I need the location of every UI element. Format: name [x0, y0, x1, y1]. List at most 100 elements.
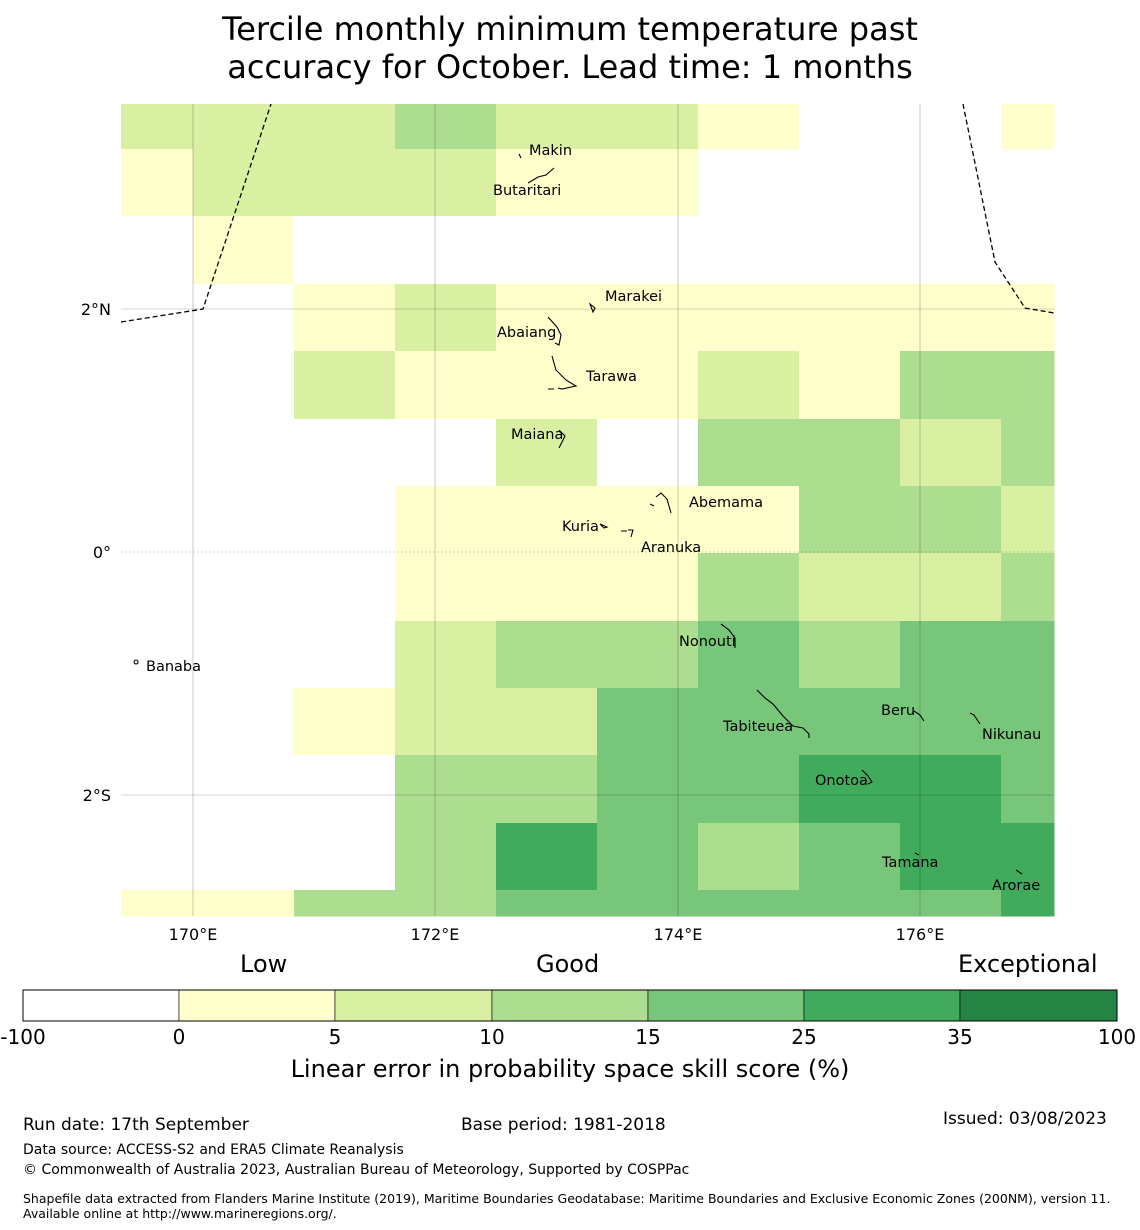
grid-cell-r11-c3 [395, 823, 497, 891]
grid-cell-r4-c3 [395, 351, 497, 420]
island-shape-makin [518, 153, 522, 159]
grid-cell-r4-c8 [900, 351, 1002, 420]
grid-cell-r9-c3 [395, 688, 497, 756]
eez-boundaries [120, 103, 1055, 323]
grid-cell-r10-c7 [799, 755, 901, 824]
grid-cell-r6-c8 [900, 486, 1002, 554]
grid-cell-r10-c0 [121, 755, 194, 824]
grid-cell-r0-c1 [193, 104, 295, 150]
grid-cell-r9-c0 [121, 688, 194, 756]
colorbar-tick-label: 100 [1098, 1025, 1136, 1049]
grid-cell-r3-c6 [698, 284, 800, 352]
grid-cell-r6-c5 [597, 486, 699, 554]
grid-cell-r10-c5 [597, 755, 699, 824]
grid-cell-r0-c9 [1001, 104, 1055, 150]
grid-cell-r5-c1 [193, 419, 295, 487]
grid-cell-r7-c3 [395, 553, 497, 622]
island-label-tamana: Tamana [881, 855, 938, 871]
grid-cell-r1-c4 [496, 149, 598, 217]
grid-cell-r0-c5 [597, 104, 699, 150]
grid-cell-r9-c7 [799, 688, 901, 756]
colorbar-tick-label: 10 [479, 1025, 504, 1049]
grid-cell-r12-c7 [799, 890, 901, 917]
island-shape-banaba [133, 659, 139, 665]
grid-cell-r1-c9 [1001, 149, 1055, 217]
grid-cell-r1-c5 [597, 149, 699, 217]
grid-cell-r11-c1 [193, 823, 295, 891]
grid-cell-r5-c5 [597, 419, 699, 487]
grid-cell-r9-c6 [698, 688, 800, 756]
issued-date: Issued: 03/08/2023 [943, 1109, 1107, 1129]
island-shape-nonouti [720, 623, 736, 648]
grid-cell-r8-c6 [698, 621, 800, 689]
grid-cell-r6-c4 [496, 486, 598, 554]
grid-cell-r1-c8 [900, 149, 1002, 217]
grid-cell-r2-c7 [799, 216, 901, 285]
grid-cell-r5-c0 [121, 419, 194, 487]
grid-cell-r2-c1 [193, 216, 295, 285]
island-shape-marakei [588, 302, 596, 314]
island-shape-aranuka [621, 529, 634, 538]
island-shape-tamana [914, 852, 920, 856]
grid-cell-r10-c9 [1001, 755, 1055, 824]
grid-cell-r6-c6 [698, 486, 800, 554]
grid-cell-r11-c7 [799, 823, 901, 891]
grid-cell-r8-c0 [121, 621, 194, 689]
grid-cell-r3-c9 [1001, 284, 1055, 352]
grid-cell-r3-c1 [193, 284, 295, 352]
lon-tick-label: 172°E [411, 925, 460, 944]
grid-cell-r4-c0 [121, 351, 194, 420]
grid-cell-r12-c1 [193, 890, 295, 917]
base-period: Base period: 1981-2018 [461, 1115, 666, 1135]
colorbar-outline [22, 989, 1118, 1022]
grid-cell-r0-c2 [294, 104, 396, 150]
island-label-butaritari: Butaritari [493, 183, 561, 199]
grid-cell-r4-c9 [1001, 351, 1055, 420]
grid-cell-r5-c4 [496, 419, 598, 487]
lat-tick-label: 2°S [83, 786, 111, 805]
grid-cell-r5-c9 [1001, 419, 1055, 487]
grid-cell-r12-c3 [395, 890, 497, 917]
island-label-abemama: Abemama [689, 495, 763, 511]
island-outlines [133, 153, 1023, 875]
grid-cell-r1-c6 [698, 149, 800, 217]
grid-cell-r10-c3 [395, 755, 497, 824]
grid-cell-r6-c1 [193, 486, 295, 554]
grid-cell-r9-c1 [193, 688, 295, 756]
grid-cell-r2-c2 [294, 216, 396, 285]
colorbar-swatches [22, 989, 1118, 1022]
grid-cell-r10-c2 [294, 755, 396, 824]
island-shape-kuria [599, 523, 609, 529]
grid-cell-r11-c8 [900, 823, 1002, 891]
grid-cell-r12-c0 [121, 890, 194, 917]
island-label-nonouti: Nonouti [679, 634, 736, 650]
title-line-2: accuracy for October. Lead time: 1 month… [227, 48, 913, 86]
grid-cell-r0-c6 [698, 104, 800, 150]
grid-cell-r1-c0 [121, 149, 194, 217]
grid-cell-r11-c6 [698, 823, 800, 891]
island-label-marakei: Marakei [605, 289, 662, 305]
grid-cell-r7-c7 [799, 553, 901, 622]
island-label-arorae: Arorae [992, 878, 1040, 894]
grid-cell-r0-c0 [121, 104, 194, 150]
grid-cell-r11-c0 [121, 823, 194, 891]
grid-cell-r4-c2 [294, 351, 396, 420]
lon-tick-label: 176°E [896, 925, 945, 944]
grid-cell-r11-c4 [496, 823, 598, 891]
lat-tick-label: 2°N [81, 300, 111, 319]
grid-cell-r12-c6 [698, 890, 800, 917]
grid-cell-r0-c7 [799, 104, 901, 150]
grid-cell-r6-c0 [121, 486, 194, 554]
grid-cell-r5-c7 [799, 419, 901, 487]
grid-cell-r5-c3 [395, 419, 497, 487]
eez-boundary-east [962, 103, 1055, 314]
colorbar-swatch-0 [22, 989, 180, 1022]
island-shape-arorae [1015, 869, 1023, 875]
grid-cell-r3-c5 [597, 284, 699, 352]
colorbar-tick-label: 15 [635, 1025, 660, 1049]
colorbar-tick-label: 0 [173, 1025, 186, 1049]
title-line-1: Tercile monthly minimum temperature past [222, 10, 918, 48]
island-shape-beru [913, 710, 925, 722]
colorbar-swatch-4 [647, 989, 805, 1022]
grid-cell-r3-c7 [799, 284, 901, 352]
